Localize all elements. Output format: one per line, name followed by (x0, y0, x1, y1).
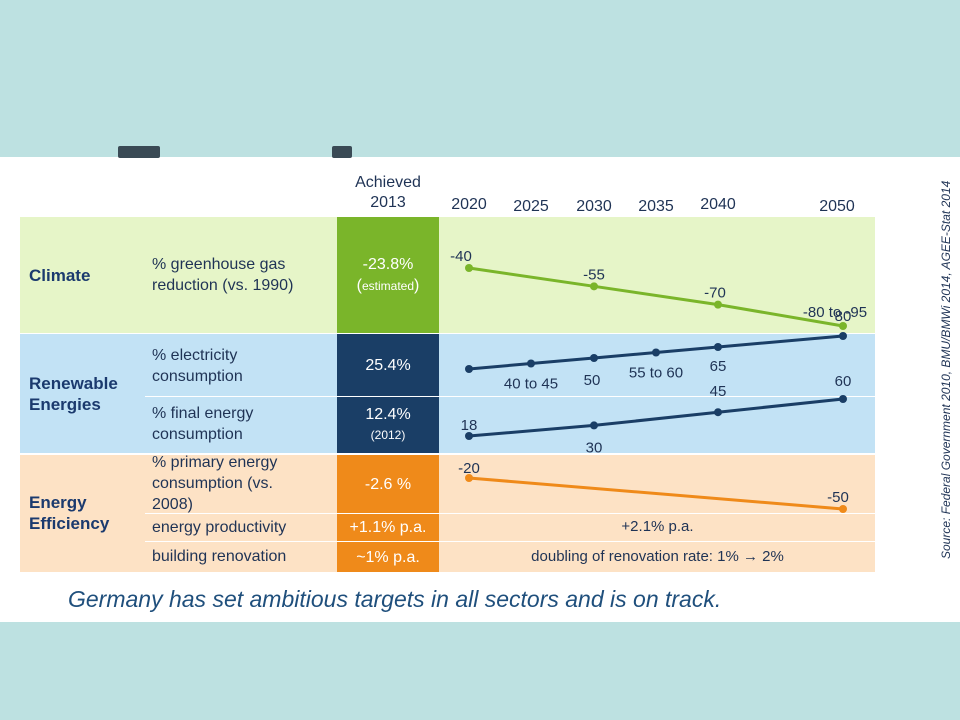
renovation-achieved-cell: ~1% p.a. (337, 542, 439, 572)
top-band (0, 0, 960, 157)
data-point-electricity-2030 (590, 354, 598, 362)
productivity-achieved-cell: +1.1% p.a. (337, 514, 439, 541)
data-label-primary-2050: -50 (827, 489, 849, 506)
data-label-final-2020: 18 (461, 417, 478, 434)
source-note-wrapper: Source: Federal Government 2010, BMU/BMW… (927, 157, 953, 559)
renewables-label: Renewable Energies (29, 374, 118, 414)
ghg-indicator: % greenhouse gas reduction (vs. 1990) (152, 256, 294, 294)
data-point-final-2030 (590, 421, 598, 430)
x-tick-label-2020: 2020 (451, 196, 487, 213)
renovation-indicator: building renovation (152, 548, 287, 565)
primary-energy-achieved-cell: -2.6 % (337, 455, 439, 513)
electricity-indicator: % electricity consumption (152, 347, 243, 385)
data-point-electricity-2025 (527, 359, 535, 368)
data-point-primary-2020 (465, 474, 473, 482)
cut-off-title-fragment (118, 146, 160, 158)
data-point-ghg-2020 (465, 264, 473, 272)
data-label-ghg-2020: -40 (450, 248, 472, 265)
efficiency-label: Energy Efficiency (29, 493, 110, 533)
data-point-ghg-2040 (714, 300, 722, 309)
data-point-ghg-2030 (590, 282, 598, 291)
final-energy-achieved-note: (2012) (370, 428, 406, 442)
source-note: Source: Federal Government 2010, BMU/BMW… (939, 180, 953, 559)
cut-off-title-fragment (332, 146, 352, 158)
x-tick-label-2035: 2035 (638, 198, 674, 215)
data-label-electricity-2035: 55 to 60 (629, 365, 683, 382)
x-tick-label-2050: 2050 (819, 198, 855, 215)
climate-label: Climate (29, 266, 91, 285)
data-point-primary-2050 (839, 505, 847, 513)
data-label-ghg-2030: -55 (583, 266, 605, 283)
data-point-final-2020 (465, 432, 473, 440)
electricity-achieved-cell: 25.4% (337, 334, 439, 396)
series-line-ghg (468, 266, 844, 328)
series-line-final (468, 397, 844, 438)
data-label-ghg-2040: -70 (704, 285, 726, 302)
data-label-electricity-2050: 80 (835, 308, 852, 325)
x-tick-label-2025: 2025 (513, 198, 549, 215)
data-label-final-2050: 60 (835, 373, 852, 390)
renovation-target: doubling of renovation rate: 1% → 2% (531, 548, 784, 565)
data-point-electricity-2050 (839, 332, 847, 340)
data-label-electricity-2030: 50 (584, 372, 601, 389)
row-divider (145, 513, 875, 514)
data-label-primary-2020: -20 (458, 460, 480, 477)
x-tick-label-2030: 2030 (576, 198, 612, 215)
ghg-achieved-note: estimated (361, 278, 415, 293)
productivity-indicator: energy productivity (152, 519, 287, 536)
footer-statement: Germany has set ambitious targets in all… (68, 586, 722, 612)
x-tick-label-2040: 2040 (700, 196, 736, 213)
final-energy-indicator: % final energy consumption (152, 405, 254, 443)
row-divider (145, 396, 875, 397)
ghg-achieved-cell: -23.8% (estimated) (337, 217, 439, 333)
productivity-target: +2.1% p.a. (621, 518, 694, 535)
data-label-electricity-2025: 40 to 45 (504, 376, 558, 393)
final-energy-achieved-cell: 12.4% (2012) (337, 397, 439, 453)
data-point-ghg-2050 (839, 322, 847, 330)
row-divider (145, 541, 875, 542)
data-label-final-2040: 45 (710, 383, 727, 400)
data-label-electricity-2040: 65 (710, 358, 727, 375)
climate-row-background (20, 217, 875, 333)
data-point-final-2050 (839, 395, 847, 403)
renewables-row-background (20, 334, 875, 453)
data-point-electricity-2020 (465, 365, 473, 373)
series-line-primary (468, 476, 844, 511)
bottom-band (0, 622, 960, 720)
primary-energy-indicator: % primary energy consumption (vs. 2008) (152, 454, 278, 513)
data-point-electricity-2040 (714, 343, 722, 351)
data-label-ghg-2050: -80 to -95 (803, 304, 867, 321)
series-line-electricity (468, 334, 844, 371)
achieved-header: Achieved 2013 (355, 174, 421, 211)
data-point-electricity-2035 (652, 348, 660, 357)
data-label-final-2030: 30 (586, 439, 603, 456)
data-point-final-2040 (714, 408, 722, 417)
